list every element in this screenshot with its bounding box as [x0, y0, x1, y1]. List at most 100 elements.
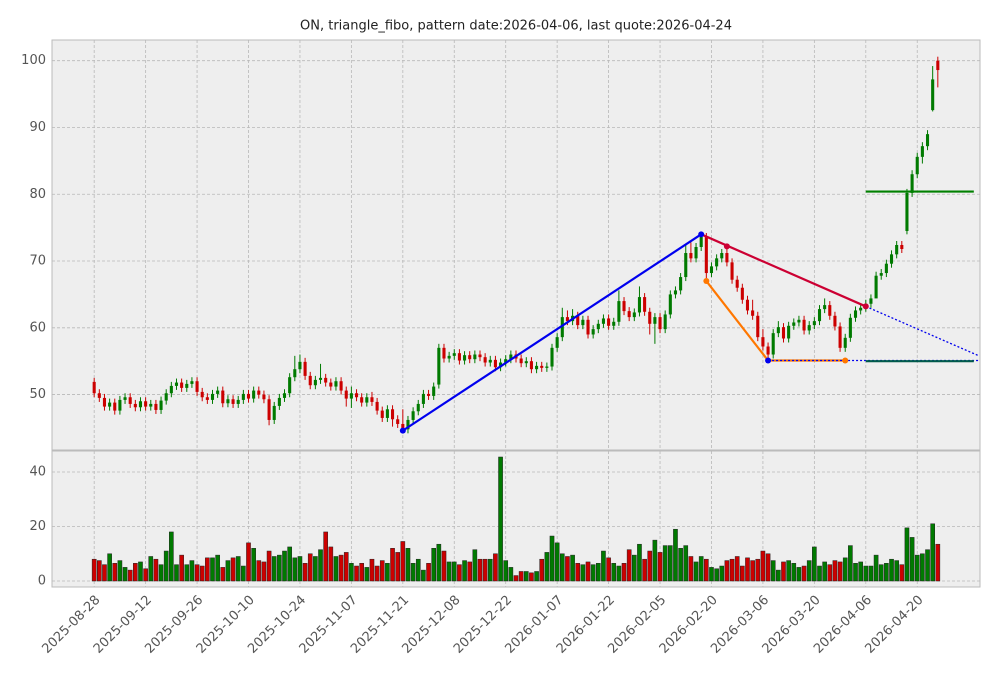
candle-body: [185, 383, 189, 388]
volume-bar: [143, 568, 148, 582]
candle-body: [627, 311, 631, 318]
volume-bar: [580, 564, 586, 582]
candle-body: [828, 305, 832, 316]
pattern-point: [842, 357, 849, 364]
candle-body: [164, 393, 168, 401]
candle-body: [97, 393, 101, 398]
candle-body: [565, 317, 569, 322]
volume-bar: [457, 564, 462, 582]
y-tick-label: 70: [29, 254, 46, 269]
volume-bar: [930, 523, 935, 582]
volume-bar: [673, 528, 678, 582]
candle-body: [853, 310, 858, 318]
volume-bar: [652, 539, 658, 582]
candle-body: [354, 393, 359, 398]
volume-bar: [925, 549, 930, 582]
candle-body: [252, 390, 256, 399]
volume-bar: [215, 554, 220, 582]
candle-body: [303, 361, 307, 376]
candle-body: [735, 279, 739, 288]
candle-body: [339, 381, 343, 391]
volume-bar: [194, 564, 200, 582]
candle-body: [915, 156, 919, 175]
volume-bar: [812, 546, 817, 582]
volume-bar: [770, 560, 776, 582]
volume-bar: [621, 563, 627, 582]
volume-bar: [405, 548, 411, 582]
y-tick-label: 100: [21, 53, 46, 68]
price-panel: [51, 39, 981, 451]
volume-bar: [765, 553, 771, 582]
candle-body: [576, 315, 580, 326]
pattern-line: [402, 233, 702, 432]
volume-bar: [508, 567, 514, 582]
candle-body: [432, 386, 436, 396]
candle-body: [607, 318, 611, 326]
volume-bar: [251, 548, 256, 582]
y-tick-label: 80: [29, 187, 46, 202]
volume-bar: [385, 563, 390, 582]
candle-body: [663, 314, 667, 330]
volume-bar: [678, 548, 683, 582]
volume-bar: [451, 561, 457, 582]
pattern-line: [865, 305, 980, 357]
volume-bar: [637, 543, 642, 582]
volume-bar: [467, 561, 473, 582]
volume-bar: [359, 563, 364, 582]
volume-bar: [107, 553, 112, 582]
candle-body: [272, 405, 276, 420]
candle-body: [102, 397, 107, 407]
volume-bar: [611, 563, 617, 582]
y-tick-label: 60: [29, 320, 46, 335]
candle-body: [905, 192, 909, 231]
volume-bar: [848, 545, 853, 582]
volume-bar: [575, 563, 581, 582]
candle-body: [360, 397, 364, 403]
candle-body: [463, 355, 467, 361]
candle-body: [658, 317, 662, 330]
candle-body: [154, 403, 158, 410]
candle-body: [848, 317, 852, 338]
candle-body: [452, 353, 456, 356]
volume-bar: [920, 553, 925, 582]
volume-bar: [549, 535, 555, 582]
candle-body: [298, 361, 302, 370]
candle-body: [329, 382, 333, 387]
candle-body: [817, 309, 822, 322]
volume-bar: [606, 557, 611, 582]
candle-body: [529, 361, 533, 370]
volume-bar: [148, 556, 154, 582]
volume-bar: [776, 569, 781, 582]
volume-bar: [853, 563, 858, 582]
candle-body: [221, 390, 225, 404]
volume-bar: [601, 550, 606, 582]
candle-body: [684, 253, 688, 278]
volume-bar: [688, 556, 694, 582]
volume-bar: [117, 560, 123, 582]
candle-body: [715, 258, 719, 267]
candle-body: [895, 245, 899, 255]
candle-body: [776, 327, 780, 334]
candle-body: [920, 146, 924, 157]
volume-bar: [544, 552, 550, 582]
volume-bar: [745, 557, 750, 582]
candle-body: [349, 393, 353, 399]
candle-body: [591, 329, 595, 335]
volume-bar: [559, 553, 565, 582]
volume-bar: [431, 548, 437, 582]
volume-bar: [400, 541, 406, 582]
volume-bar: [570, 554, 575, 582]
candle-body: [210, 393, 215, 400]
candle-body: [370, 397, 374, 402]
candle-body: [648, 311, 652, 324]
volume-bar: [441, 550, 447, 582]
volume-bar: [642, 558, 647, 582]
candle-body: [761, 337, 765, 347]
volume-bar: [709, 567, 714, 582]
volume-bar: [328, 546, 334, 582]
volume-bar: [153, 558, 159, 582]
candle-body: [401, 423, 405, 430]
candle-body: [524, 361, 528, 364]
pattern-point: [703, 278, 710, 285]
volume-bar: [354, 565, 359, 582]
